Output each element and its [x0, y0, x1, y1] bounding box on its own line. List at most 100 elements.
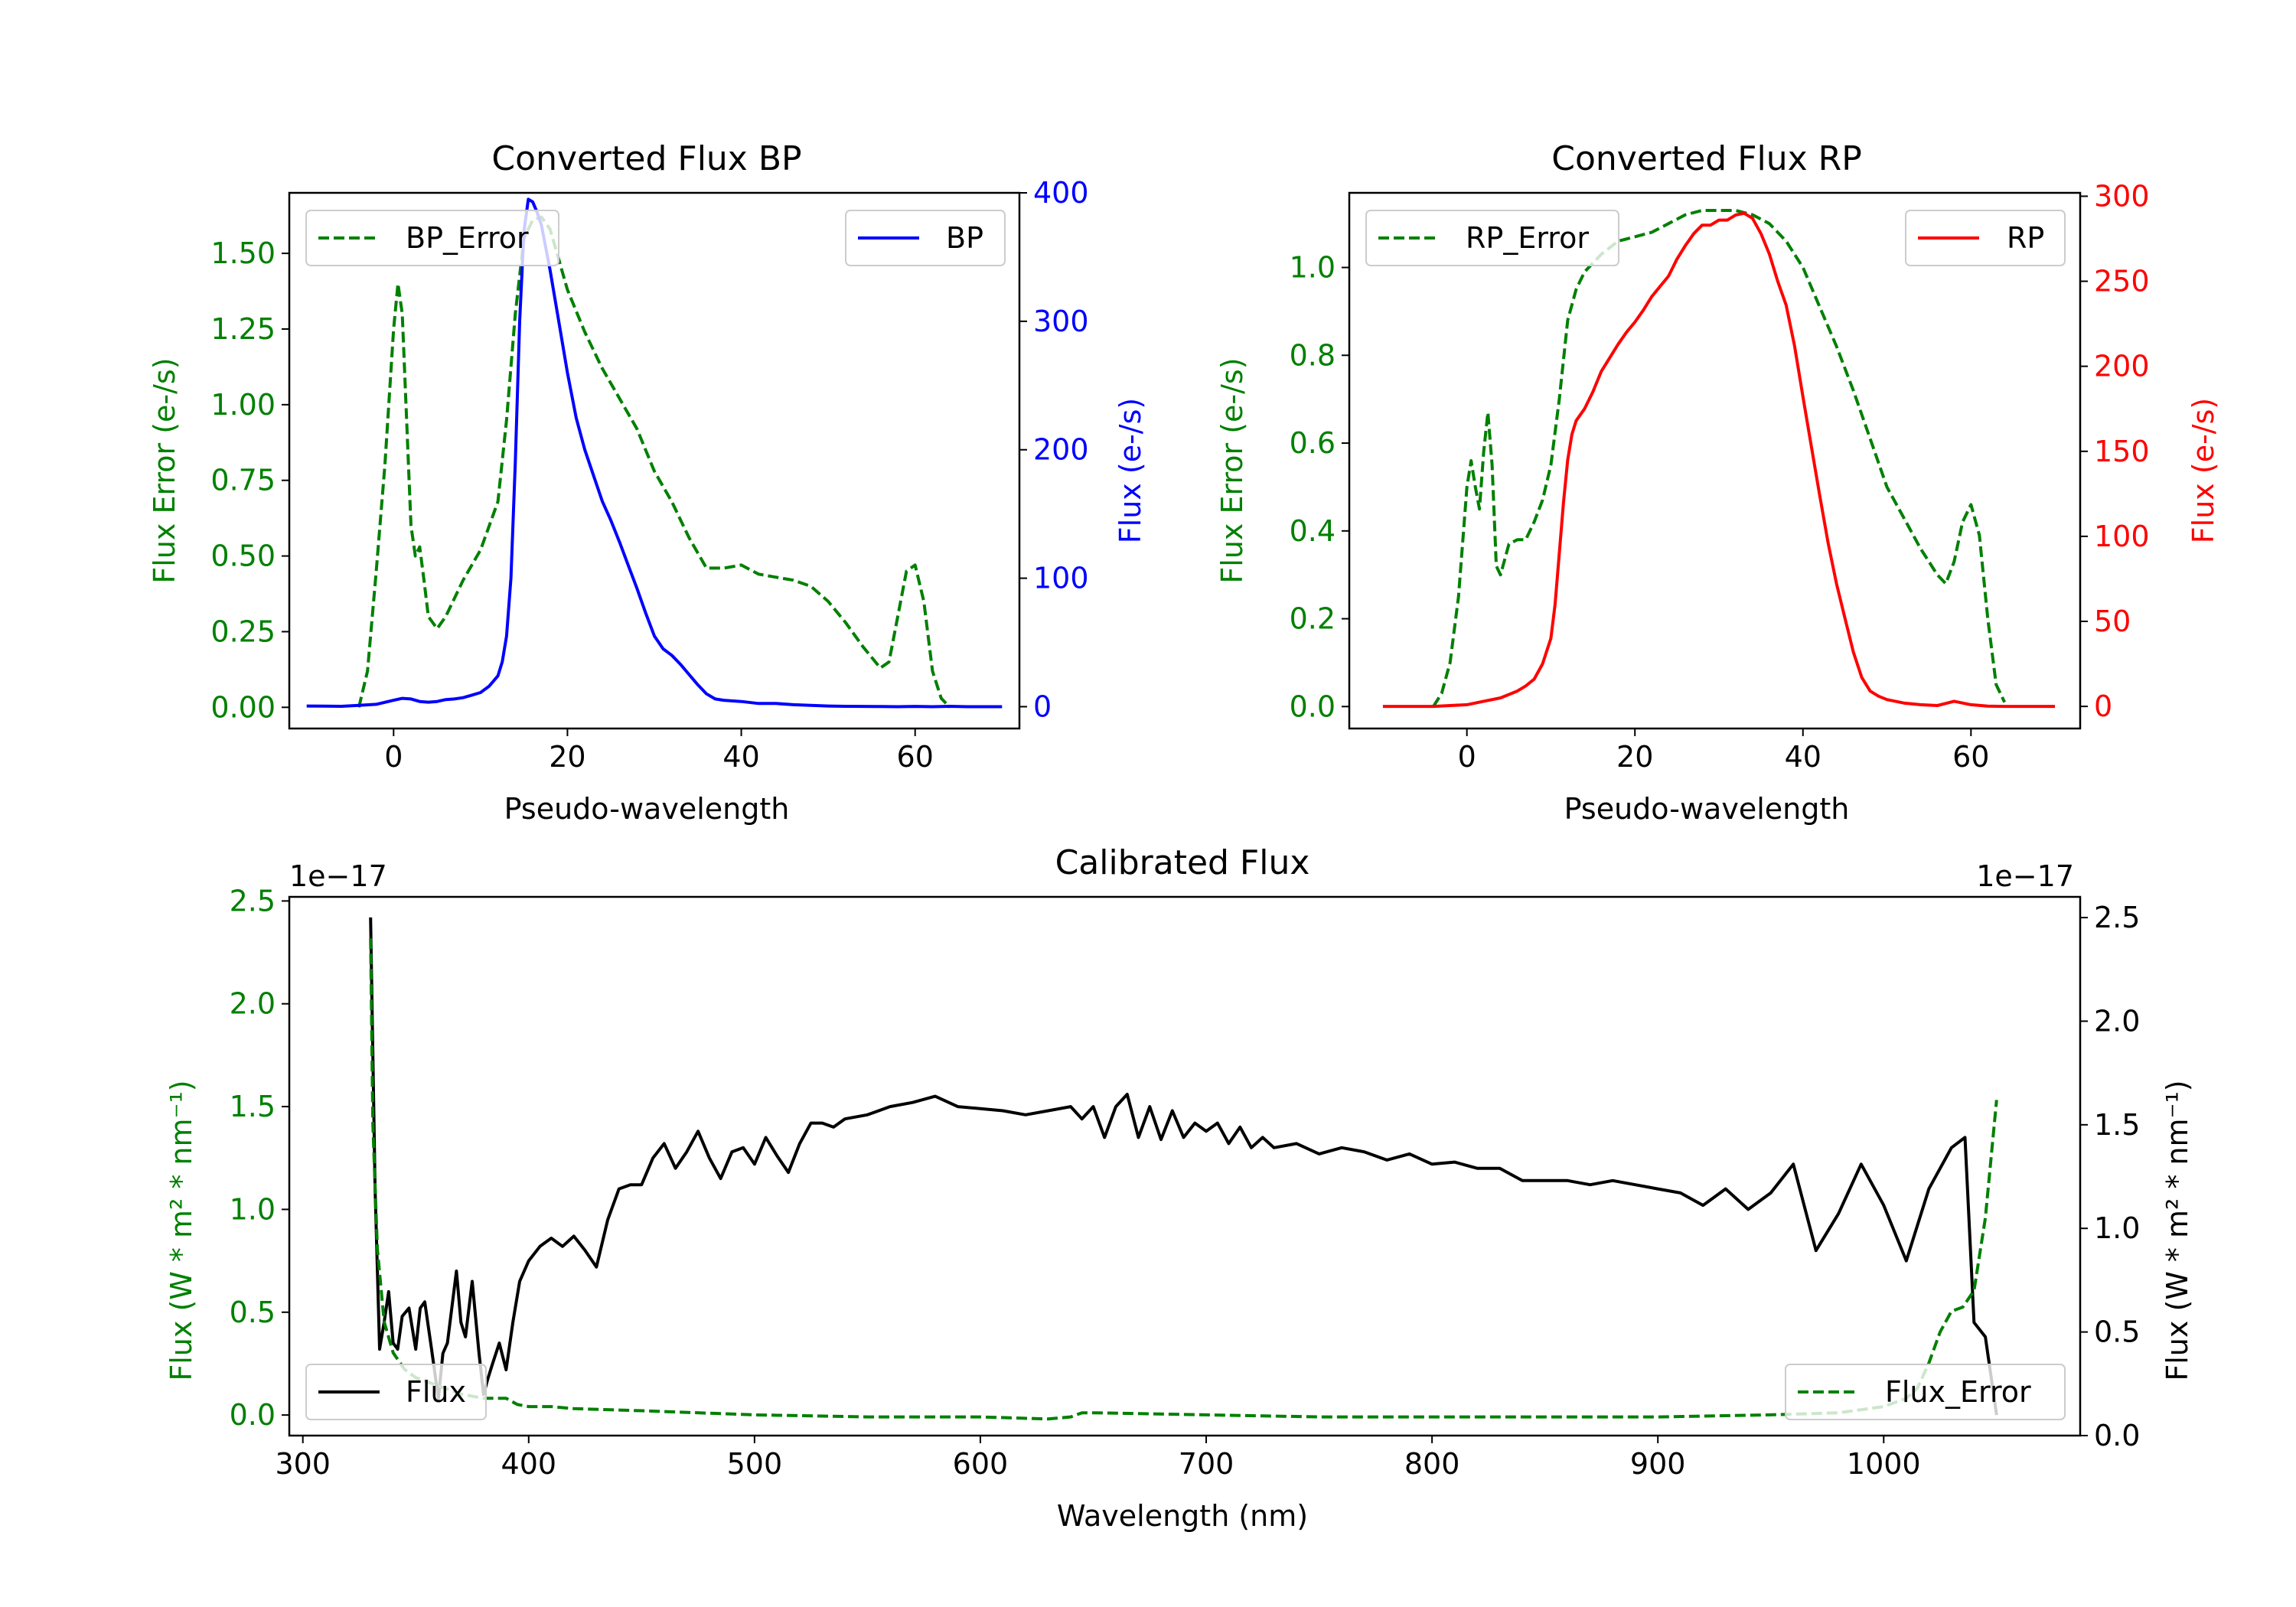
rp-right-y-tick-label: 200 [2094, 350, 2150, 383]
bp-x-tick-label: 20 [549, 740, 585, 774]
cal-left-y-tick-label: 2.0 [230, 987, 276, 1021]
cal-right-y-tick-label: 1.0 [2094, 1211, 2140, 1245]
rp-left-y-axis-label: Flux Error (e-/s) [1215, 357, 1249, 583]
cal-x-axis-label: Wavelength (nm) [1057, 1499, 1308, 1533]
rp-chart-title: Converted Flux RP [1551, 139, 1862, 178]
bp-left-y-tick-label: 1.25 [210, 312, 276, 346]
rp-right-y-tick-label: 150 [2094, 435, 2150, 468]
rp-series-rp-line [1382, 211, 2056, 709]
bp-chart-title: Converted Flux BP [491, 139, 801, 178]
rp-left-y-tick-label: 0.6 [1290, 426, 1336, 460]
rp-legend-flux: RP [1905, 210, 2066, 266]
cal-legend-flux: Flux [305, 1364, 487, 1420]
rp-x-tick-label: 0 [1458, 740, 1476, 774]
cal-right-y-tick-label: 1.5 [2094, 1108, 2140, 1142]
cal-chart-title: Calibrated Flux [1055, 843, 1310, 882]
rp-right-y-axis-label: Flux (e-/s) [2187, 398, 2220, 543]
bp-legend-flux-box [845, 210, 1006, 266]
bp-x-axis-label: Pseudo-wavelength [504, 792, 790, 826]
cal-legend-error: Flux_Error [1785, 1364, 2066, 1420]
bp-right-y-axis-label: Flux (e-/s) [1114, 398, 1147, 543]
bp-right-y-tick-label: 200 [1033, 433, 1089, 467]
rp-x-tick-label: 20 [1616, 740, 1653, 774]
rp-right-y-tick-label: 100 [2094, 520, 2150, 553]
cal-axes-frame [288, 895, 2082, 1437]
bp-left-y-tick-label: 0.75 [210, 464, 276, 497]
bp-legend-flux-label: BP [946, 221, 983, 255]
bp-legend-error-box [305, 210, 559, 266]
cal-legend-error-label: Flux_Error [1885, 1375, 2031, 1409]
calibrated-panel: Calibrated Flux Wavelength (nm) Flux (W … [165, 843, 2194, 1533]
rp-right-y-tick-label: 50 [2094, 605, 2131, 638]
bp-left-y-tick-label: 0.50 [210, 539, 276, 573]
cal-x-tick-label: 700 [1179, 1447, 1234, 1481]
cal-left-y-axis-label: Flux (W * m² * nm⁻¹) [165, 1080, 198, 1380]
cal-right-y-tick-label: 2.5 [2094, 901, 2140, 934]
rp-right-y-tick-label: 0 [2094, 689, 2112, 723]
bp-x-tick-label: 40 [722, 740, 759, 774]
bp-legend-error-label: BP_Error [406, 221, 529, 255]
rp-left-y-tick-label: 0.2 [1290, 602, 1336, 636]
rp-left-y-tick-label: 1.0 [1290, 251, 1336, 285]
rp-series-group [1382, 209, 2056, 709]
cal-x-tick-label: 500 [727, 1447, 783, 1481]
bp-legend-flux: BP [845, 210, 1006, 266]
rp-x-tick-label: 60 [1952, 740, 1989, 774]
bp-series-bp-error-line [357, 215, 951, 709]
cal-x-tick-label: 600 [953, 1447, 1009, 1481]
cal-right-y-tick-label: 0.5 [2094, 1315, 2140, 1349]
cal-right-y-axis-label: Flux (W * m² * nm⁻¹) [2161, 1080, 2194, 1380]
bp-series-group [306, 197, 1003, 709]
bp-left-y-tick-label: 0.25 [210, 614, 276, 648]
cal-x-tick-label: 300 [275, 1447, 331, 1481]
bp-legend-error: BP_Error [305, 210, 559, 266]
bp-left-y-axis-label: Flux Error (e-/s) [148, 357, 181, 583]
cal-x-tick-label: 800 [1404, 1447, 1460, 1481]
rp-x-tick-label: 40 [1785, 740, 1821, 774]
rp-legend-flux-label: RP [2007, 221, 2044, 255]
bp-left-y-tick-label: 0.00 [210, 690, 276, 724]
rp-axes-frame [1348, 191, 2082, 730]
bp-left-y-tick-label: 1.50 [210, 236, 276, 270]
rp-series-rp-error-line [1432, 209, 2007, 708]
cal-left-y-tick-label: 1.0 [230, 1192, 276, 1226]
bp-axes-frame [288, 191, 1021, 730]
bp-x-tick-label: 60 [897, 740, 934, 774]
bp-right-y-tick-label: 0 [1033, 689, 1052, 723]
rp-legend-flux-box [1905, 210, 2066, 266]
bp-panel: Converted Flux BP Pseudo-wavelength Flux… [148, 139, 1147, 826]
cal-series-flux-line [369, 917, 1998, 1416]
bp-right-y-tick-label: 400 [1033, 176, 1089, 210]
bp-x-tick-label: 0 [384, 740, 403, 774]
cal-left-offset-label: 1e−17 [289, 859, 387, 893]
rp-right-y-tick-label: 300 [2094, 179, 2150, 213]
rp-panel: Converted Flux RP Pseudo-wavelength Flux… [1215, 139, 2220, 826]
rp-legend-error-label: RP_Error [1466, 221, 1589, 255]
cal-left-y-tick-label: 2.5 [230, 884, 276, 918]
cal-right-y-tick-label: 2.0 [2094, 1004, 2140, 1038]
rp-right-y-tick-label: 250 [2094, 265, 2150, 298]
bp-left-y-tick-label: 1.00 [210, 388, 276, 422]
rp-legend-error-box [1365, 210, 1619, 266]
cal-legend-flux-box [305, 1364, 487, 1420]
cal-left-y-tick-label: 1.5 [230, 1090, 276, 1123]
rp-x-axis-label: Pseudo-wavelength [1564, 792, 1850, 826]
cal-left-y-tick-label: 0.0 [230, 1398, 276, 1432]
cal-right-offset-label: 1e−17 [1976, 859, 2074, 893]
rp-left-y-tick-label: 0.0 [1290, 689, 1336, 723]
cal-x-tick-label: 400 [501, 1447, 557, 1481]
cal-x-tick-label: 900 [1630, 1447, 1686, 1481]
bp-right-y-tick-label: 100 [1033, 562, 1089, 595]
cal-legend-error-box [1785, 1364, 2066, 1420]
rp-legend-error: RP_Error [1365, 210, 1619, 266]
cal-x-tick-label: 1000 [1847, 1447, 1921, 1481]
rp-left-y-tick-label: 0.8 [1290, 338, 1336, 372]
bp-right-y-tick-label: 300 [1033, 305, 1089, 338]
bp-plot-layer: 0 20 40 60 0.00 0.25 0.50 0.75 1.00 1.25 1.50 0 100 2… [210, 176, 1088, 774]
bp-series-bp-line [306, 197, 1003, 709]
cal-plot-layer: 300 400 500 600 700 800 900 1000 0.0 0.5 1.0 1.5 2.0… [230, 884, 2141, 1481]
rp-plot-layer: 0 20 40 60 0.0 0.2 0.4 0.6 0.8 1.0 0 50 100 150 200 250… [1290, 179, 2150, 774]
cal-left-y-tick-label: 0.5 [230, 1296, 276, 1329]
cal-legend-flux-label: Flux [406, 1375, 466, 1409]
